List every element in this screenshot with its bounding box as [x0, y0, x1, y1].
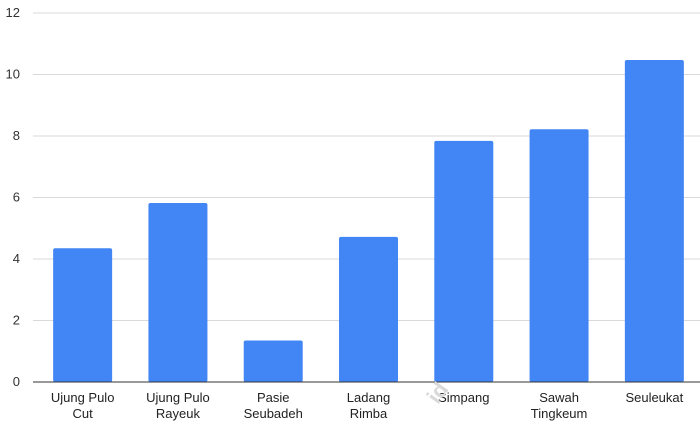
y-tick-label: 8	[13, 128, 20, 143]
bar	[53, 248, 113, 382]
y-tick-label: 6	[13, 190, 20, 205]
bars	[53, 60, 684, 383]
x-axis-labels: Ujung Pulo Cut Ujung Pulo Rayeuk Pasie Seubad…	[51, 390, 684, 421]
bar	[148, 203, 208, 382]
y-tick-label: 12	[6, 5, 20, 20]
bar	[434, 140, 494, 382]
bar	[624, 60, 684, 383]
bar	[243, 340, 303, 382]
x-tick-label: Simpang	[438, 390, 489, 405]
y-tick-label: 2	[13, 313, 20, 328]
bar	[339, 236, 398, 382]
y-axis-ticks: 0 2 4 6 8 10 12	[6, 5, 20, 389]
y-tick-label: 0	[13, 374, 20, 389]
bar	[529, 129, 589, 382]
x-tick-label: Ujung Pulo Rayeuk	[146, 390, 210, 421]
x-tick-label: Ladang Rimba	[347, 390, 390, 421]
x-tick-label: Sawah Tingkeum	[531, 390, 588, 421]
gridlines	[33, 12, 700, 321]
x-tick-label: Seuleukat	[625, 390, 683, 405]
y-tick-label: 4	[13, 251, 20, 266]
y-tick-label: 10	[6, 67, 20, 82]
x-tick-label: Pasie Seubadeh	[244, 390, 303, 421]
x-tick-label: Ujung Pulo Cut	[51, 390, 115, 421]
